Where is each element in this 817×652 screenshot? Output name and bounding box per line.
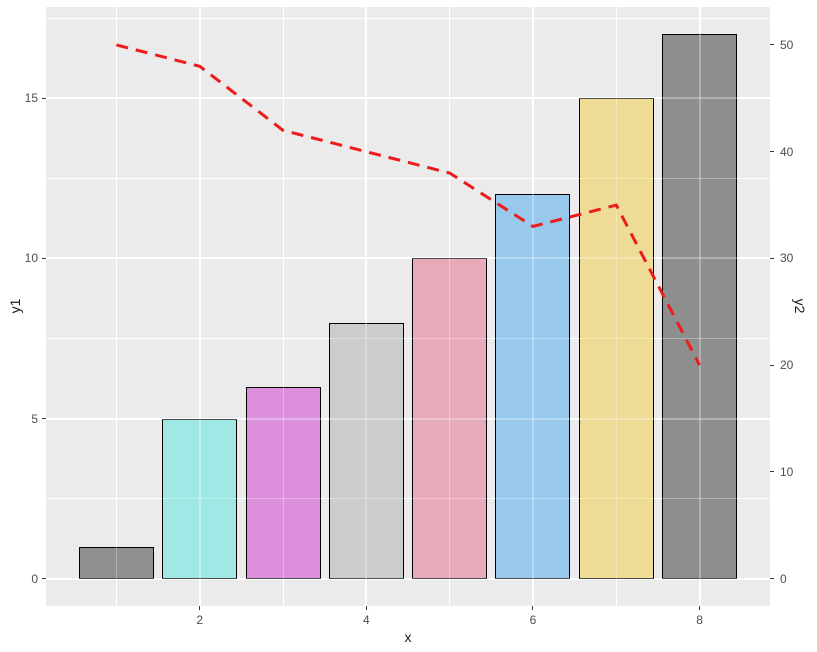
h-gridline	[46, 17, 770, 19]
h-gridline	[46, 257, 770, 260]
x-axis-title: x	[404, 629, 412, 645]
v-gridline	[698, 7, 701, 606]
bar-x3	[245, 386, 321, 579]
h-gridline	[46, 177, 770, 179]
plot-panel	[46, 7, 770, 606]
v-gridline	[531, 7, 534, 606]
h-gridline	[46, 97, 770, 100]
y1-tick-mark	[42, 418, 46, 420]
y1-tick-label: 15	[24, 91, 38, 106]
v-gridline	[115, 7, 117, 606]
h-gridline	[46, 338, 770, 340]
y2-axis-title: y2	[792, 298, 808, 314]
y2-tick-mark	[770, 471, 774, 473]
y2-tick-mark	[770, 257, 774, 259]
x-tick-label: 8	[696, 613, 703, 627]
y2-tick-mark	[770, 151, 774, 153]
v-gridline	[198, 7, 201, 606]
y2-tick-label: 40	[780, 144, 794, 159]
y1-tick-mark	[42, 257, 46, 259]
x-tick-mark	[365, 606, 367, 610]
h-gridline	[46, 417, 770, 420]
bar-x4	[328, 322, 404, 579]
y2-tick-label: 20	[780, 358, 794, 373]
h-gridline	[46, 257, 770, 260]
v-gridline	[365, 7, 368, 606]
y2-tick-label: 0	[780, 571, 787, 586]
h-gridline	[46, 97, 770, 100]
h-gridline	[46, 498, 770, 500]
x-tick-mark	[532, 606, 534, 610]
v-gridline	[198, 7, 201, 606]
x-tick-mark	[199, 606, 201, 610]
v-gridline	[365, 7, 368, 606]
y2-tick-label: 50	[780, 37, 794, 52]
x-tick-label: 4	[362, 613, 370, 627]
bar-x2	[162, 418, 238, 579]
bar-x1	[78, 546, 154, 579]
bar-x7	[578, 98, 654, 579]
bar-x5	[412, 258, 488, 579]
v-gridline	[282, 7, 284, 606]
y2-tick-mark	[770, 578, 774, 580]
x-tick-mark	[699, 606, 701, 610]
h-gridline	[46, 498, 770, 500]
x-tick-label: 2	[196, 613, 204, 627]
y1-tick-label: 5	[31, 411, 38, 426]
v-gridline	[282, 7, 284, 606]
h-gridline	[46, 417, 770, 420]
h-gridline	[46, 577, 770, 580]
v-gridline	[449, 7, 451, 606]
y1-tick-label: 10	[24, 251, 38, 266]
v-gridline	[615, 7, 617, 606]
y1-tick-label: 0	[31, 571, 38, 586]
bar-x6	[495, 194, 571, 579]
y1-tick-mark	[42, 578, 46, 580]
y2-tick-label: 30	[780, 251, 794, 266]
y2-line-layer	[116, 43, 701, 366]
h-gridline	[46, 338, 770, 340]
y1-tick-mark	[42, 97, 46, 99]
bar-x8	[662, 34, 738, 579]
h-gridline	[46, 17, 770, 19]
y2-dashed-line	[116, 43, 701, 366]
h-gridline	[46, 577, 770, 580]
v-gridline	[115, 7, 117, 606]
y2-tick-label: 10	[780, 464, 794, 479]
y2-tick-mark	[770, 44, 774, 46]
h-gridline	[46, 177, 770, 179]
y1-axis-title: y1	[7, 298, 23, 314]
y2-tick-mark	[770, 364, 774, 366]
x-tick-label: 6	[529, 613, 537, 627]
